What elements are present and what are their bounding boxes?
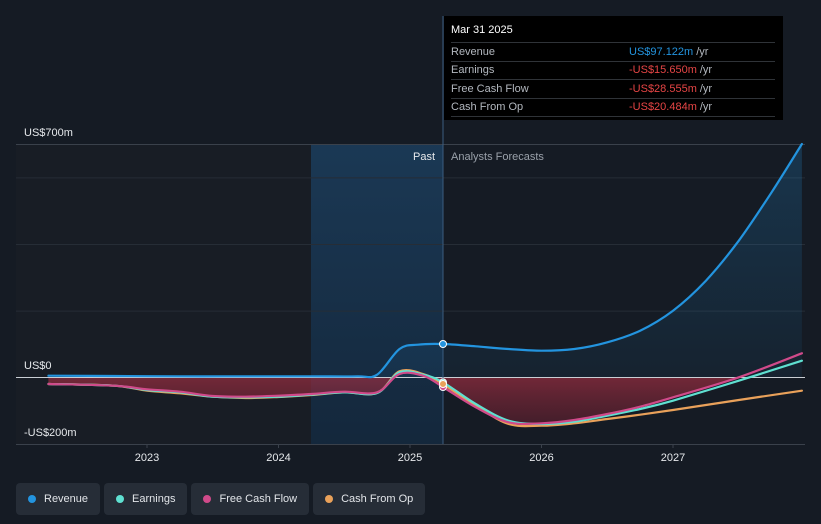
pre-history-shade <box>16 144 311 444</box>
legend-dot-icon <box>203 495 212 503</box>
tooltip-value: -US$20.484m <box>629 101 697 114</box>
tooltip-panel: Mar 31 2025 Revenue US$97.122m /yr Earni… <box>444 16 783 120</box>
legend-item-revenue[interactable]: Revenue <box>16 483 101 515</box>
legend-dot-icon <box>116 495 125 503</box>
y-label-zero: US$0 <box>24 360 52 372</box>
current-marker <box>439 340 447 348</box>
tooltip-value: -US$15.650m <box>629 64 697 77</box>
y-label-bottom: -US$200m <box>24 427 77 439</box>
past-region-shade <box>311 144 443 444</box>
x-tick-label: 2024 <box>266 452 290 464</box>
legend: Revenue Earnings Free Cash Flow Cash Fro… <box>16 483 426 515</box>
tooltip-value: US$97.122m <box>629 45 694 58</box>
forecast-label: Analysts Forecasts <box>451 151 544 163</box>
tooltip-unit: /yr <box>699 101 713 114</box>
legend-item-free-cash-flow[interactable]: Free Cash Flow <box>191 483 310 515</box>
tooltip-label: Cash From Op <box>451 101 524 114</box>
series-fills <box>48 144 802 424</box>
negative-area <box>48 377 739 424</box>
tooltip-label: Revenue <box>451 45 496 58</box>
x-tick-label: 2023 <box>135 452 159 464</box>
series-line-free-cash-flow <box>47 352 803 426</box>
legend-label: Earnings <box>132 493 176 505</box>
tooltip-row-revenue: Revenue US$97.122m /yr <box>451 42 775 61</box>
x-tick-label: 2025 <box>398 452 422 464</box>
tooltip-label: Earnings <box>451 64 495 77</box>
tooltip-value: -US$28.555m <box>629 82 697 95</box>
tooltip-date: Mar 31 2025 <box>451 24 513 36</box>
tooltip-unit: /yr <box>699 64 713 77</box>
tooltip-row-cash-from-op: Cash From Op -US$20.484m /yr <box>451 97 775 117</box>
tooltip-row-free-cash-flow: Free Cash Flow -US$28.555m /yr <box>451 79 775 98</box>
tooltip-unit: /yr <box>696 45 709 58</box>
legend-item-earnings[interactable]: Earnings <box>104 483 188 515</box>
x-axis: 2023 2024 2025 2026 2027 <box>16 444 805 464</box>
legend-item-cash-from-op[interactable]: Cash From Op <box>313 483 426 515</box>
tooltip-unit: /yr <box>699 82 713 95</box>
current-marker <box>439 380 447 388</box>
series-lines <box>47 142 803 428</box>
legend-label: Free Cash Flow <box>219 493 298 505</box>
legend-dot-icon <box>325 495 334 503</box>
x-tick-label: 2027 <box>661 452 685 464</box>
series-line-revenue <box>47 142 803 379</box>
y-label-top: US$700m <box>24 127 73 139</box>
legend-label: Revenue <box>44 493 89 505</box>
tooltip-row-earnings: Earnings -US$15.650m /yr <box>451 60 775 80</box>
current-markers <box>439 340 447 391</box>
past-label: Past <box>413 151 435 163</box>
legend-dot-icon <box>28 495 36 503</box>
legend-label: Cash From Op <box>341 493 414 505</box>
revenue-area <box>48 144 802 378</box>
x-tick-label: 2026 <box>529 452 553 464</box>
tooltip-label: Free Cash Flow <box>451 82 529 95</box>
